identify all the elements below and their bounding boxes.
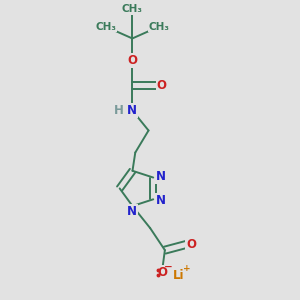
Text: H: H (114, 104, 123, 117)
Text: −: − (164, 262, 173, 272)
Text: O: O (157, 266, 167, 279)
Text: N: N (127, 104, 137, 117)
Text: CH₃: CH₃ (148, 22, 169, 32)
Text: O: O (186, 238, 197, 251)
Text: O: O (157, 79, 167, 92)
Text: N: N (156, 169, 166, 183)
Text: CH₃: CH₃ (122, 4, 143, 14)
Text: Li: Li (173, 268, 185, 282)
Text: CH₃: CH₃ (95, 22, 116, 32)
Text: O: O (127, 54, 137, 67)
Text: N: N (127, 205, 137, 218)
Text: +: + (183, 264, 191, 273)
Text: N: N (156, 194, 166, 207)
